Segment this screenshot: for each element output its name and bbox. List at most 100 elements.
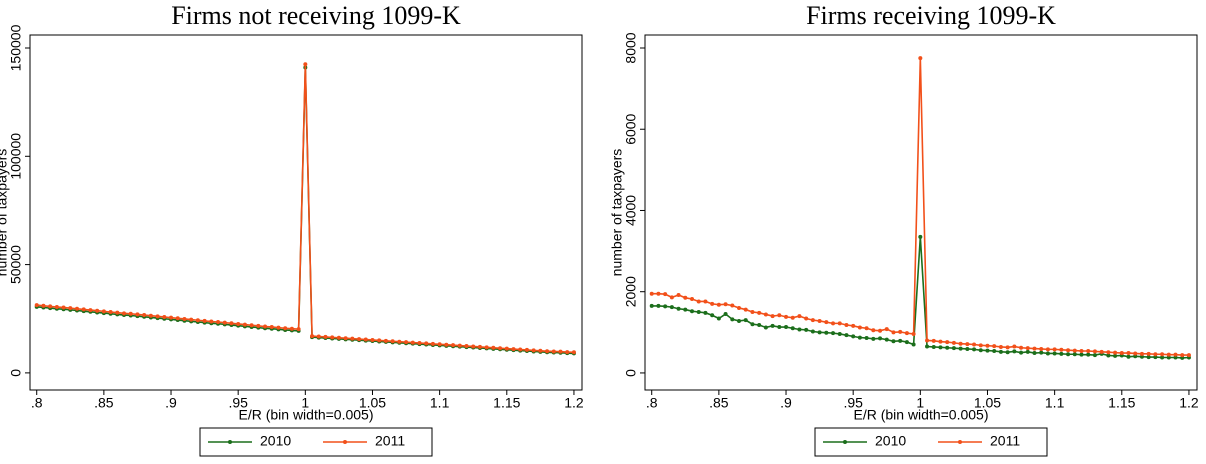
point xyxy=(810,318,815,323)
point xyxy=(831,331,836,336)
x-tick-label: 1 xyxy=(916,395,924,411)
point xyxy=(1092,349,1097,354)
x-tick-label: 1.1 xyxy=(430,395,450,411)
point xyxy=(837,331,842,336)
point xyxy=(558,349,563,354)
point xyxy=(696,310,701,315)
point xyxy=(383,338,388,343)
point xyxy=(61,305,66,310)
point xyxy=(404,340,409,345)
point xyxy=(972,342,977,347)
y-tick-label: 150000 xyxy=(8,24,24,71)
point xyxy=(437,342,442,347)
point xyxy=(189,317,194,322)
point xyxy=(965,346,970,351)
point xyxy=(797,327,802,332)
series-line xyxy=(651,236,1189,359)
point xyxy=(1186,353,1191,358)
y-axis-label: number of taxpayers xyxy=(0,149,10,277)
point xyxy=(1139,351,1144,356)
point xyxy=(750,322,755,327)
point xyxy=(363,337,368,342)
point xyxy=(202,318,207,323)
point xyxy=(256,323,261,328)
point xyxy=(898,329,903,334)
point xyxy=(945,345,950,350)
point xyxy=(1045,347,1050,352)
point xyxy=(1160,352,1165,357)
point xyxy=(511,347,516,352)
point xyxy=(857,325,862,330)
series-line xyxy=(36,64,574,354)
point xyxy=(229,321,234,326)
point xyxy=(844,333,849,338)
point xyxy=(925,338,930,343)
point xyxy=(716,316,721,321)
point xyxy=(531,348,536,353)
point xyxy=(656,303,661,308)
point xyxy=(972,347,977,352)
point xyxy=(958,346,963,351)
point xyxy=(878,336,883,341)
point xyxy=(545,349,550,354)
point xyxy=(649,291,654,296)
x-axis-label: E/R (bin width=0.005) xyxy=(238,407,373,423)
point xyxy=(1133,354,1138,359)
point xyxy=(676,292,681,297)
point xyxy=(763,312,768,317)
point xyxy=(985,343,990,348)
x-axis-label: E/R (bin width=0.005) xyxy=(853,407,988,423)
point xyxy=(128,311,133,316)
y-axis-label: number of taxpayers xyxy=(609,149,625,277)
point xyxy=(669,305,674,310)
point xyxy=(965,342,970,347)
point xyxy=(770,323,775,328)
point xyxy=(918,234,923,239)
point xyxy=(54,305,59,310)
point xyxy=(1126,354,1131,359)
y-tick-label: 2000 xyxy=(623,276,639,307)
point xyxy=(296,327,301,332)
point xyxy=(1180,355,1185,360)
point xyxy=(477,344,482,349)
point xyxy=(656,291,661,296)
series-line xyxy=(651,58,1189,356)
point xyxy=(1059,351,1064,356)
point xyxy=(784,314,789,319)
point xyxy=(276,325,281,330)
point xyxy=(931,344,936,349)
point xyxy=(1106,353,1111,358)
point xyxy=(757,323,762,328)
point xyxy=(777,325,782,330)
point xyxy=(1146,351,1151,356)
point xyxy=(1113,353,1118,358)
point xyxy=(676,306,681,311)
point xyxy=(857,335,862,340)
point xyxy=(471,344,476,349)
legend-marker xyxy=(958,440,962,444)
point xyxy=(804,316,809,321)
y-tick-label: 0 xyxy=(8,369,24,377)
point xyxy=(918,56,923,61)
point xyxy=(1079,352,1084,357)
point xyxy=(770,314,775,319)
point xyxy=(48,304,53,309)
point xyxy=(1086,352,1091,357)
x-tick-label: .85 xyxy=(709,395,729,411)
point xyxy=(484,345,489,350)
point xyxy=(784,325,789,330)
chart-title: Firms receiving 1099-K xyxy=(806,1,1056,30)
point xyxy=(1092,353,1097,358)
point xyxy=(303,62,308,67)
point xyxy=(430,341,435,346)
point xyxy=(1025,349,1030,354)
point xyxy=(891,339,896,344)
point xyxy=(283,326,288,331)
point xyxy=(101,309,106,314)
point xyxy=(451,343,456,348)
point xyxy=(978,343,983,348)
x-tick-label: .95 xyxy=(843,395,863,411)
x-tick-label: .9 xyxy=(780,395,792,411)
